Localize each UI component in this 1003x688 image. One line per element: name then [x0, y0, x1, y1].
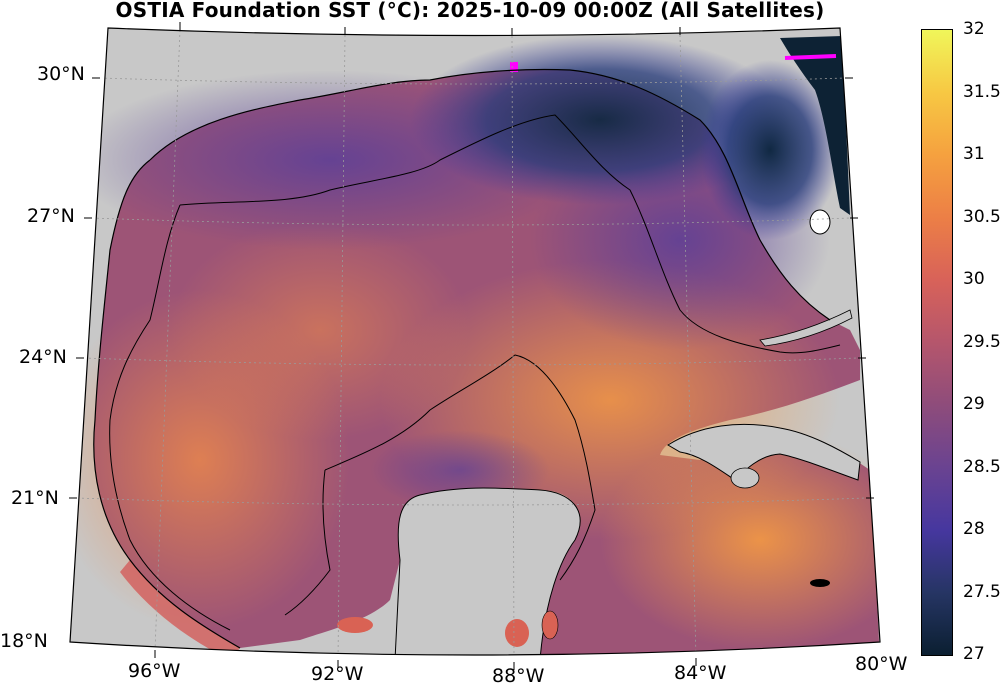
map-frame	[69, 27, 881, 656]
lat-label-24n: 24°N	[19, 346, 67, 368]
northern-coastline	[149, 68, 831, 321]
cold-shelf-florida	[700, 60, 840, 240]
colorbar-tick: 29.5	[963, 332, 1001, 352]
lat-label-30n: 30°N	[37, 63, 85, 85]
lon-label-80w: 80°W	[855, 653, 908, 675]
colorbar-tick: 30	[963, 269, 985, 289]
yucatan-peninsula	[394, 487, 581, 655]
colorbar-tick: 32	[963, 19, 985, 39]
lon-label-96w: 96°W	[128, 660, 181, 682]
lake-okeechobee	[809, 209, 831, 235]
shelf-contour-west	[109, 204, 231, 631]
warm-region-caribbean	[600, 430, 880, 650]
colorbar-tick: 28.5	[963, 457, 1001, 477]
colorbar-tick: 30.5	[963, 207, 1001, 227]
lat-label-21n: 21°N	[11, 487, 59, 509]
shelf-contour-north	[179, 114, 841, 354]
graticule	[76, 29, 867, 655]
atlantic-strip	[780, 36, 850, 215]
small-island	[810, 579, 830, 587]
florida-keys	[759, 309, 853, 347]
warm-region-central	[170, 220, 470, 440]
lon-label-92w: 92°W	[311, 663, 364, 685]
cold-shelf-northeast	[410, 35, 790, 205]
colorbar-tick: 27	[963, 644, 985, 664]
lon-label-88w: 88°W	[492, 665, 545, 687]
colorbar	[921, 29, 953, 656]
colorbar-tick: 27.5	[963, 582, 1001, 602]
lat-label-27n: 27°N	[27, 205, 75, 227]
map-title: OSTIA Foundation SST (°C): 2025-10-09 00…	[115, 0, 825, 22]
lon-label-84w: 84°W	[674, 662, 727, 684]
colorbar-tick: 28	[963, 519, 985, 539]
lat-label-18n: 18°N	[0, 630, 48, 652]
magenta-marker-atlantic	[784, 54, 837, 60]
colorbar-tick: 31	[963, 144, 985, 164]
colorbar-tick: 31.5	[963, 82, 1001, 102]
shelf-contour-campeche	[324, 354, 596, 581]
magenta-marker-coast	[510, 62, 518, 72]
colorbar-tick: 29	[963, 394, 985, 414]
